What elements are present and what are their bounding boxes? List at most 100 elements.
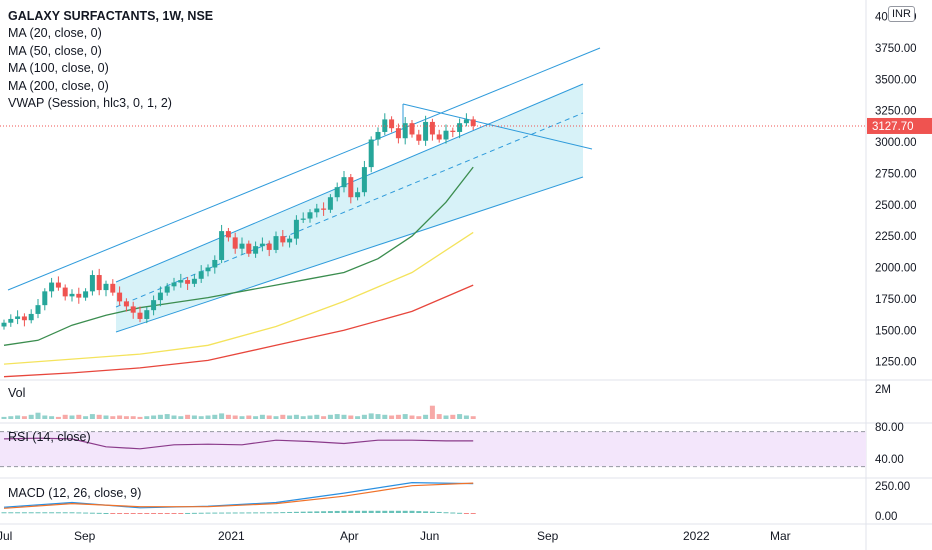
candle-body[interactable]	[355, 192, 361, 198]
candle-body[interactable]	[103, 283, 109, 291]
indicator-vwap[interactable]: VWAP (Session, hlc3, 0, 1, 2)	[8, 96, 172, 111]
volume-bar[interactable]	[321, 416, 327, 419]
candle-body[interactable]	[8, 318, 14, 323]
volume-bar[interactable]	[1, 416, 7, 419]
candle-body[interactable]	[55, 282, 61, 288]
macd-histogram-bar[interactable]	[191, 512, 197, 514]
volume-bar[interactable]	[8, 416, 14, 419]
volume-bar[interactable]	[436, 414, 442, 419]
candle-body[interactable]	[321, 208, 327, 210]
candle-body[interactable]	[49, 282, 55, 292]
candle-body[interactable]	[232, 237, 238, 249]
volume-bar[interactable]	[49, 416, 55, 419]
volume-bar[interactable]	[212, 414, 218, 419]
candle-body[interactable]	[423, 121, 429, 141]
macd-histogram-bar[interactable]	[130, 513, 136, 514]
candle-body[interactable]	[463, 119, 469, 124]
macd-histogram-bar[interactable]	[450, 512, 456, 514]
macd-histogram-bar[interactable]	[239, 512, 245, 514]
volume-bar[interactable]	[55, 416, 61, 419]
candle-body[interactable]	[83, 291, 89, 298]
candle-body[interactable]	[21, 316, 27, 321]
macd-histogram-bar[interactable]	[457, 512, 463, 514]
channel-fill[interactable]	[116, 84, 583, 332]
macd-histogram-bar[interactable]	[389, 510, 395, 513]
candle-body[interactable]	[280, 236, 286, 243]
volume-bar[interactable]	[395, 414, 401, 419]
candle-body[interactable]	[450, 130, 456, 132]
candle-body[interactable]	[144, 310, 150, 319]
macd-histogram-bar[interactable]	[321, 511, 327, 513]
macd-histogram-bar[interactable]	[225, 512, 231, 514]
volume-bar[interactable]	[334, 414, 340, 419]
candle-body[interactable]	[300, 218, 306, 220]
volume-bar[interactable]	[185, 414, 191, 419]
volume-bar[interactable]	[429, 405, 435, 419]
macd-histogram-bar[interactable]	[463, 513, 469, 514]
macd-histogram-bar[interactable]	[355, 510, 361, 513]
volume-bar[interactable]	[191, 415, 197, 420]
candle-body[interactable]	[157, 292, 163, 301]
volume-bar[interactable]	[21, 416, 27, 419]
macd-histogram-bar[interactable]	[185, 512, 191, 514]
macd-histogram-bar[interactable]	[470, 513, 476, 514]
candle-body[interactable]	[246, 243, 252, 254]
candle-body[interactable]	[273, 236, 279, 250]
volume-bar[interactable]	[259, 414, 265, 419]
volume-bar[interactable]	[327, 414, 333, 419]
macd-line[interactable]	[3, 481, 474, 509]
volume-bar[interactable]	[83, 416, 89, 419]
macd-histogram-bar[interactable]	[375, 510, 381, 513]
macd-histogram-bar[interactable]	[205, 512, 211, 514]
volume-bar[interactable]	[178, 416, 184, 419]
candle-body[interactable]	[293, 219, 299, 239]
macd-histogram-bar[interactable]	[198, 512, 204, 514]
volume-bar[interactable]	[137, 416, 143, 419]
macd-histogram-bar[interactable]	[35, 512, 41, 514]
macd-histogram-bar[interactable]	[436, 511, 442, 513]
macd-histogram-bar[interactable]	[28, 512, 34, 514]
candle-body[interactable]	[266, 243, 272, 250]
candle-body[interactable]	[361, 167, 367, 193]
volume-bar[interactable]	[457, 414, 463, 419]
volume-bar[interactable]	[42, 415, 48, 420]
macd-histogram-bar[interactable]	[259, 512, 265, 514]
volume-bar[interactable]	[151, 415, 157, 420]
candle-body[interactable]	[89, 275, 95, 292]
vol-pane-label[interactable]: Vol	[8, 386, 26, 400]
candle-body[interactable]	[76, 293, 82, 298]
candle-body[interactable]	[287, 238, 293, 243]
macd-histogram-bar[interactable]	[123, 513, 129, 514]
volume-bar[interactable]	[348, 415, 354, 420]
volume-bar[interactable]	[361, 414, 367, 419]
macd-pane-label[interactable]: MACD (12, 26, close, 9)	[8, 486, 142, 500]
macd-histogram-bar[interactable]	[416, 511, 422, 513]
volume-bar[interactable]	[463, 415, 469, 420]
macd-histogram-bar[interactable]	[178, 513, 184, 514]
indicator-ma20[interactable]: MA (20, close, 0)	[8, 26, 102, 41]
macd-histogram-bar[interactable]	[15, 512, 21, 514]
macd-histogram-bar[interactable]	[171, 513, 177, 514]
candle-body[interactable]	[110, 283, 116, 293]
volume-bar[interactable]	[409, 415, 415, 420]
candle-body[interactable]	[117, 292, 123, 302]
candle-body[interactable]	[28, 313, 34, 321]
candle-body[interactable]	[395, 128, 401, 139]
macd-histogram-bar[interactable]	[55, 512, 61, 514]
candle-body[interactable]	[368, 139, 374, 168]
macd-histogram-bar[interactable]	[76, 512, 82, 514]
macd-histogram-bar[interactable]	[341, 510, 347, 513]
macd-histogram-bar[interactable]	[382, 510, 388, 513]
candle-body[interactable]	[253, 246, 259, 254]
symbol-title[interactable]: GALAXY SURFACTANTS, 1W, NSE	[8, 9, 214, 23]
macd-histogram-bar[interactable]	[327, 511, 333, 513]
macd-histogram-bar[interactable]	[314, 511, 320, 513]
candle-body[interactable]	[457, 123, 463, 132]
volume-bar[interactable]	[375, 414, 381, 419]
macd-histogram-bar[interactable]	[1, 512, 7, 514]
volume-bar[interactable]	[416, 416, 422, 419]
candle-body[interactable]	[205, 267, 211, 272]
candle-body[interactable]	[443, 130, 449, 140]
volume-bar[interactable]	[314, 414, 320, 419]
